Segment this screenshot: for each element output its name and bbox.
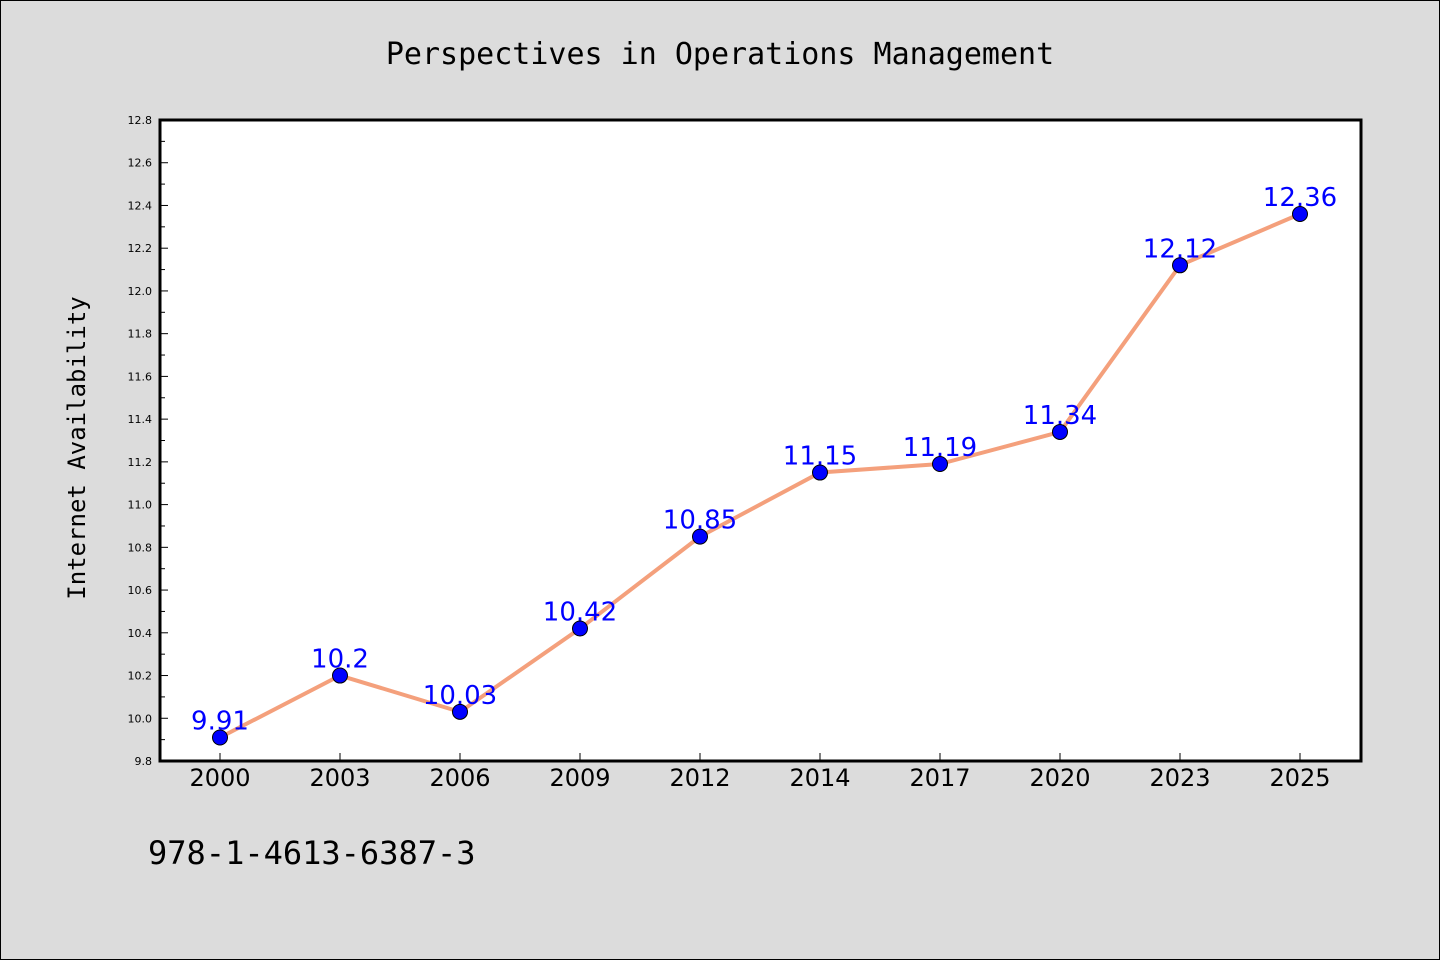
y-tick-label: 11.6 — [128, 370, 153, 383]
data-labels-layer: 9.91 10.2 10.03 10.42 10.85 11.15 11.19 11.34 12… — [191, 183, 1337, 736]
y-axis: 9.8 10.0 10.2 10.4 10.6 10.8 11.0 11.2 11.4 11.6 1… — [128, 114, 168, 768]
data-point — [212, 729, 228, 746]
data-point — [1292, 206, 1308, 223]
data-label: 10.2 — [311, 645, 369, 675]
isbn-text: 978-1-4613-6387-3 — [148, 834, 476, 872]
y-tick-label: 10.4 — [128, 627, 153, 640]
y-tick-label: 9.8 — [135, 755, 153, 768]
data-label: 11.15 — [783, 442, 857, 472]
data-point — [452, 703, 468, 720]
series-layer — [212, 206, 1308, 746]
data-label: 11.34 — [1023, 401, 1097, 431]
y-tick-label: 12.0 — [128, 285, 153, 298]
data-label: 11.19 — [903, 433, 977, 463]
y-tick-label: 11.8 — [128, 328, 153, 341]
y-tick-label: 12.6 — [128, 157, 153, 170]
y-tick-label: 10.6 — [128, 584, 153, 597]
data-label: 10.03 — [423, 681, 497, 711]
x-axis: 2000 2003 2006 2009 2012 2014 2017 2020 2023 2025 — [189, 753, 1331, 792]
y-tick-label: 10.8 — [128, 541, 153, 554]
data-label: 12.12 — [1143, 234, 1217, 264]
x-tick-label: 2009 — [549, 764, 610, 792]
data-label: 10.85 — [663, 506, 737, 536]
x-tick-label: 2017 — [909, 764, 970, 792]
data-point — [1172, 257, 1188, 274]
series-line — [218, 212, 1302, 740]
y-tick-label: 12.4 — [128, 199, 153, 212]
data-label: 9.91 — [191, 706, 249, 736]
data-point — [332, 667, 348, 684]
x-tick-label: 2003 — [309, 764, 370, 792]
data-point — [572, 620, 588, 637]
data-point — [812, 464, 828, 481]
y-tick-label: 11.4 — [128, 413, 153, 426]
x-tick-label: 2006 — [429, 764, 490, 792]
data-point — [692, 528, 708, 545]
y-tick-label: 12.2 — [128, 242, 153, 255]
data-label: 10.42 — [543, 598, 617, 628]
x-tick-label: 2020 — [1029, 764, 1090, 792]
plot-area — [158, 118, 1363, 763]
x-tick-label: 2025 — [1269, 764, 1330, 792]
x-tick-label: 2012 — [669, 764, 730, 792]
y-tick-label: 12.8 — [128, 114, 153, 127]
data-point — [932, 456, 948, 473]
y-axis-label: Internet Availability — [63, 296, 91, 599]
y-tick-label: 11.0 — [128, 499, 153, 512]
data-point — [1052, 423, 1068, 440]
y-tick-label: 11.2 — [128, 456, 153, 469]
x-tick-label: 2023 — [1149, 764, 1210, 792]
y-tick-label: 10.2 — [128, 670, 153, 683]
x-tick-label: 2000 — [189, 764, 250, 792]
y-tick-label: 10.0 — [128, 712, 153, 725]
data-label: 12.36 — [1263, 183, 1337, 213]
x-tick-label: 2014 — [789, 764, 850, 792]
chart-title: Perspectives in Operations Management — [386, 37, 1054, 72]
